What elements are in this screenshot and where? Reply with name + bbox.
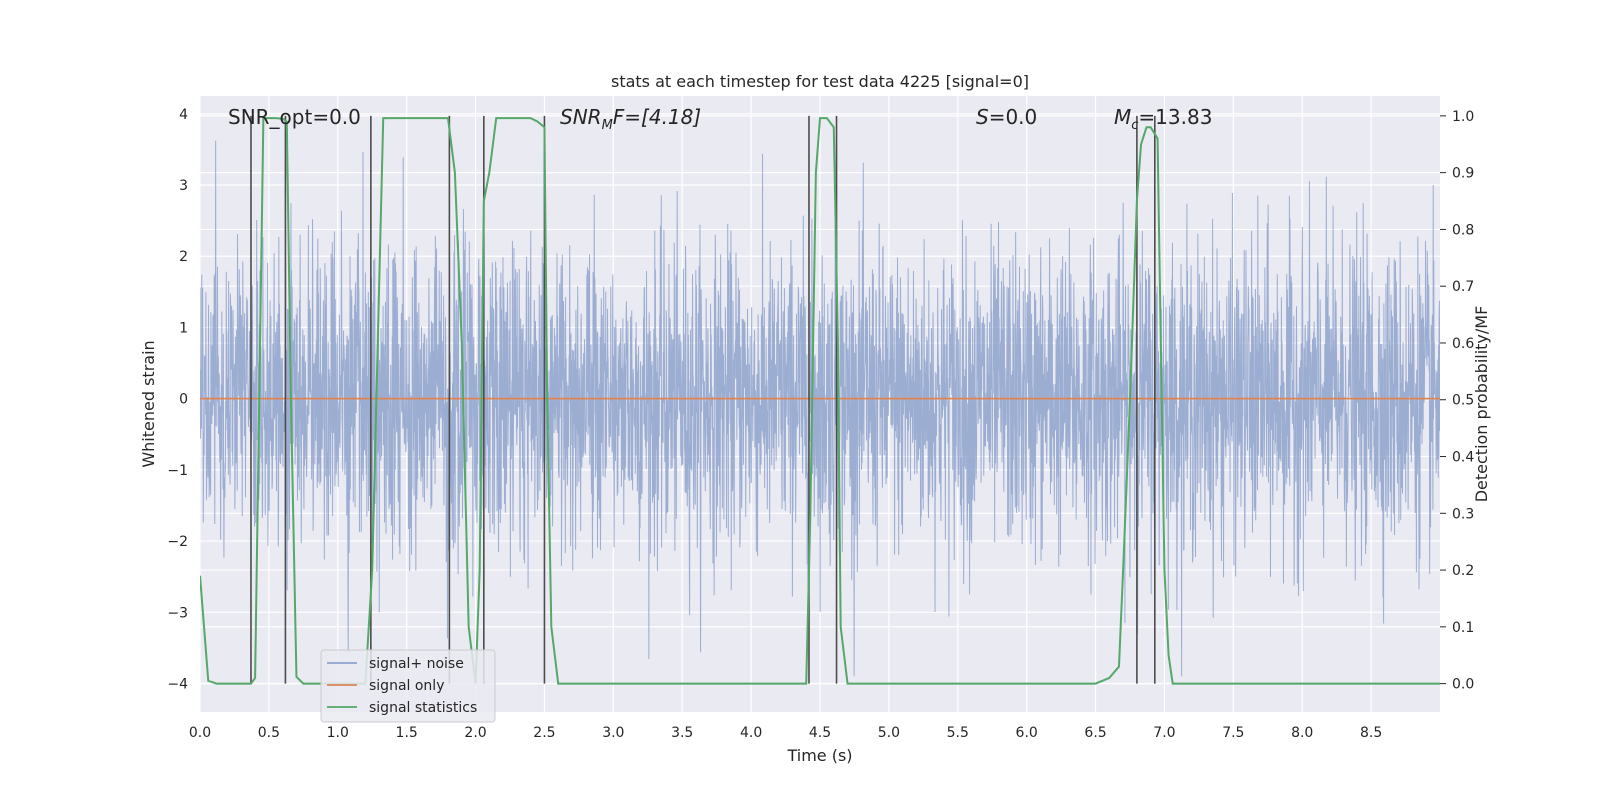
y2-axis-label: Detection probability/MF [1472,306,1491,503]
x-tick-label: 0.0 [189,725,211,741]
annotation-s-main: S [976,105,989,129]
y-tick-label: 4 [179,107,188,123]
y2-tick-label: 0.5 [1452,393,1474,409]
y2-tick-label: 0.3 [1452,506,1474,522]
legend: signal+ noise signal only signal statist… [320,649,496,723]
x-tick-label: 4.5 [809,725,831,741]
x-tick-label: 3.0 [602,725,624,741]
x-tick-label: 6.0 [1016,725,1038,741]
x-tick-label: 6.5 [1084,725,1106,741]
x-tick-label: 8.5 [1360,725,1382,741]
y-tick-label: −3 [167,605,188,621]
annotation-snr-mf: SNRMF=[4.18] [560,105,701,133]
legend-label-noise: signal+ noise [369,656,464,672]
annotation-mc: Mc=13.83 [1114,105,1212,133]
y2-tick-label: 0.8 [1452,222,1474,238]
y-tick-label: 3 [179,178,188,194]
vertical-markers [250,115,1156,684]
chart-title: stats at each timestep for test data 422… [611,72,1029,91]
y2-tick-label: 1.0 [1452,109,1474,125]
annotation-snr-mf-sub: M [602,118,613,133]
x-tick-label: 7.5 [1222,725,1244,741]
annotation-s-rest: =0.0 [989,105,1038,129]
y2-tick-label: 0.2 [1452,563,1474,579]
legend-label-stats: signal statistics [369,700,477,716]
y-tick-label: 1 [179,320,188,336]
y2-tick-label: 0.9 [1452,166,1474,182]
x-tick-label: 3.5 [671,725,693,741]
y2-tick-label: 0.7 [1452,279,1474,295]
x-axis-label: Time (s) [786,746,852,765]
noise-trace [200,140,1440,677]
y2-tick-label: 0.6 [1452,336,1474,352]
annotation-s: S=0.0 [976,105,1037,129]
annotation-snr-mf-rest: F=[4.18] [613,105,701,129]
y-tick-label: −2 [167,534,188,550]
x-tick-label: 1.0 [327,725,349,741]
y-tick-labels: 4 3 2 1 0 −1 −2 −3 −4 [167,107,188,693]
y-axis-label: Whitened strain [139,340,158,467]
annotation-mc-sub: c [1131,118,1138,133]
legend-label-signal: signal only [369,678,444,694]
y-tick-label: 0 [179,392,188,408]
y-tick-label: −4 [167,677,188,693]
x-tick-label: 2.5 [533,725,555,741]
x-tick-label: 2.0 [464,725,486,741]
annotation-snr-opt: SNR_opt=0.0 [228,105,361,129]
x-tick-label: 7.0 [1153,725,1175,741]
x-tick-label: 5.0 [878,725,900,741]
series-signal-plus-noise [200,140,1440,677]
x-tick-label: 0.5 [258,725,280,741]
annotation-snr-mf-main: SNR [560,105,602,129]
y-tick-label: 2 [179,249,188,265]
series-signal-statistics [200,117,1440,685]
y2-tick-label: 0.4 [1452,450,1474,466]
y2-tick-label: 0.0 [1452,677,1474,693]
x-tick-label: 1.5 [396,725,418,741]
annotation-mc-rest: =13.83 [1138,105,1212,129]
x-tick-label: 8.0 [1291,725,1313,741]
x-tick-label: 4.0 [740,725,762,741]
y2-tick-label: 0.1 [1452,620,1474,636]
legend-box [320,649,496,723]
y2-tick-labels: 1.0 0.9 0.8 0.7 0.6 0.5 0.4 0.3 0.2 0.1 0.0 [1440,109,1474,693]
x-tick-label: 5.5 [947,725,969,741]
x-tick-labels: 0.0 0.5 1.0 1.5 2.0 2.5 3.0 3.5 4.0 4.5 5.0 5.5 6.0 6… [189,725,1382,741]
annotation-mc-main: M [1114,105,1131,129]
y-tick-label: −1 [167,463,188,479]
